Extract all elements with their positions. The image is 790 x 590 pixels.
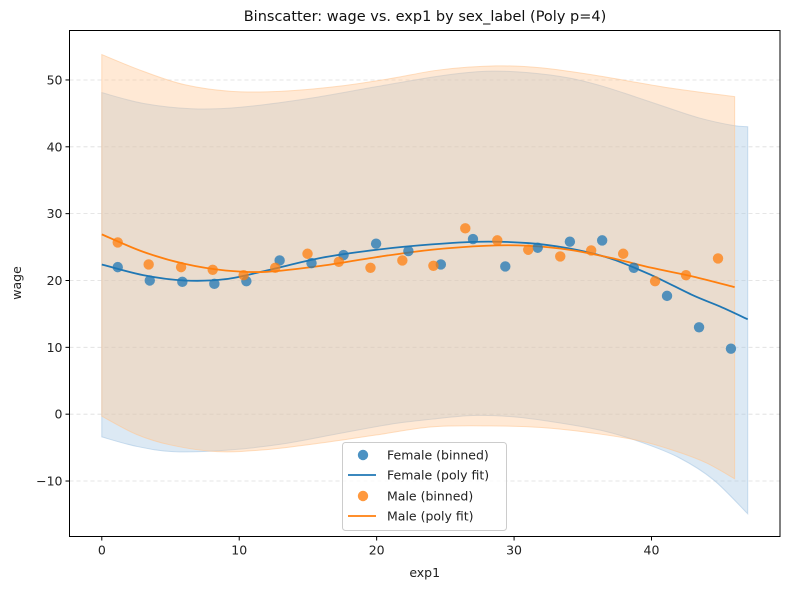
- y-tick-label: 40: [47, 139, 63, 154]
- y-tick-label: 30: [47, 206, 63, 221]
- binned-point-male: [175, 261, 187, 273]
- binned-point-male: [302, 248, 313, 259]
- legend-label: Male (binned): [387, 489, 473, 504]
- binned-point-male: [712, 253, 724, 264]
- confidence-band-male: [101, 53, 736, 480]
- x-tick-label: 40: [644, 543, 660, 558]
- binned-point-male: [460, 223, 471, 234]
- binned-point-female: [564, 236, 576, 247]
- binned-point-female: [628, 262, 639, 273]
- binned-point-male: [680, 269, 692, 281]
- x-tick-label: 0: [98, 543, 106, 558]
- binned-point-female: [467, 233, 479, 245]
- binned-point-female: [532, 242, 543, 253]
- binned-point-female: [177, 276, 188, 288]
- fit-line-female: [101, 240, 749, 321]
- binned-point-male: [112, 237, 123, 248]
- y-tick-label: 50: [47, 72, 63, 87]
- binned-point-male: [238, 269, 249, 281]
- y-axis-label: wage: [9, 266, 24, 300]
- x-tick-label: 30: [506, 543, 522, 558]
- binned-point-female: [725, 343, 737, 354]
- legend-marker-male: [357, 490, 369, 502]
- y-tick-label: −10: [36, 474, 62, 489]
- chart-title: Binscatter: wage vs. exp1 by sex_label (…: [244, 9, 607, 25]
- axes-frame: [69, 30, 781, 537]
- x-axis-ticks: 0 10 20 30 40: [98, 536, 660, 558]
- legend-marker-female: [357, 449, 369, 461]
- binned-point-female: [693, 322, 705, 333]
- binned-points: [112, 223, 737, 354]
- binned-point-female: [661, 290, 673, 302]
- y-tick-label: 20: [47, 273, 63, 288]
- x-tick-label: 20: [369, 543, 385, 558]
- binned-point-female: [144, 275, 155, 286]
- binned-point-female: [370, 238, 382, 249]
- binned-point-female: [306, 257, 317, 269]
- y-tick-label: 10: [47, 340, 63, 355]
- binned-point-female: [500, 261, 511, 272]
- legend-label: Female (binned): [387, 448, 489, 463]
- binned-point-male: [333, 256, 345, 267]
- fit-lines: [101, 233, 749, 321]
- binned-point-male: [585, 245, 597, 256]
- x-axis-label: exp1: [409, 565, 440, 580]
- legend-box: [342, 442, 507, 531]
- binned-point-male: [365, 262, 376, 273]
- binned-point-male: [207, 264, 218, 275]
- binned-point-male: [617, 248, 629, 259]
- binned-point-female: [596, 235, 608, 246]
- binned-point-male: [492, 235, 503, 246]
- binned-point-male: [649, 275, 661, 287]
- binned-point-male: [428, 260, 439, 271]
- confidence-bands: [101, 53, 749, 515]
- binned-point-female: [403, 245, 414, 257]
- binned-point-male: [143, 259, 154, 270]
- binned-point-male: [270, 262, 281, 273]
- legend-label: Female (poly fit): [387, 468, 489, 483]
- legend: Female (binned) Female (poly fit) Male (bi…: [342, 442, 507, 531]
- fit-line-male: [101, 233, 735, 289]
- legend-label: Male (poly fit): [387, 509, 474, 524]
- binned-point-female: [112, 261, 123, 273]
- y-tick-label: 0: [55, 407, 63, 422]
- binned-point-female: [209, 278, 220, 290]
- y-axis-ticks: −10 0 10 20 30 40 50: [36, 72, 70, 489]
- binned-point-male: [397, 255, 408, 266]
- x-tick-label: 10: [231, 543, 247, 558]
- binned-point-male: [523, 244, 534, 255]
- confidence-band-female: [101, 70, 749, 515]
- binned-point-male: [555, 251, 566, 262]
